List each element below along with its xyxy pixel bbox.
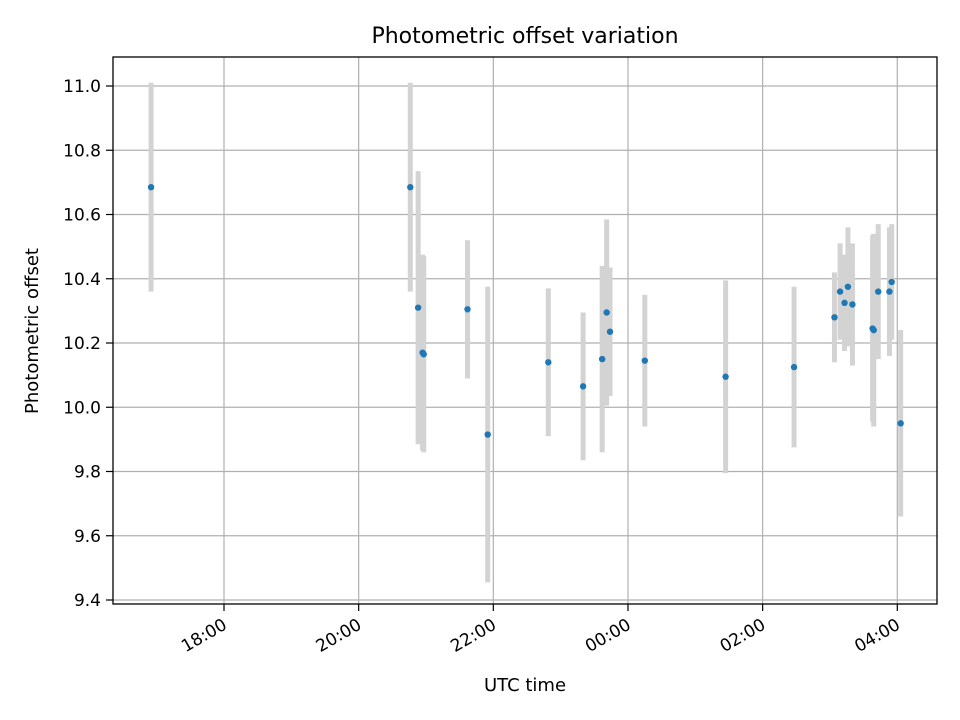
x-axis-label: UTC time: [484, 675, 566, 696]
data-point: [897, 420, 904, 427]
y-tick-label: 9.6: [74, 527, 101, 547]
data-point: [464, 306, 471, 313]
data-point: [641, 357, 649, 364]
data-point: [147, 183, 155, 191]
data-point: [870, 326, 877, 334]
data-point: [836, 288, 844, 295]
y-tick-label: 10.0: [63, 398, 101, 418]
data-point: [407, 183, 414, 191]
data-point: [886, 288, 893, 295]
y-tick-label: 10.4: [63, 270, 101, 290]
data-points: [147, 183, 904, 438]
data-point: [849, 301, 856, 308]
y-tick-label: 11.0: [63, 77, 101, 97]
data-point: [579, 383, 587, 390]
y-tick-label: 9.4: [74, 591, 101, 611]
chart-title: Photometric offset variation: [371, 24, 678, 49]
data-point: [420, 351, 427, 358]
y-tick-label: 10.6: [63, 206, 101, 226]
data-point: [414, 304, 422, 311]
data-point: [875, 288, 882, 295]
y-tick-label: 10.2: [63, 334, 101, 354]
data-point: [831, 314, 838, 321]
data-point: [844, 283, 852, 290]
y-tick-label: 10.8: [63, 141, 101, 161]
y-tick-label: 9.8: [74, 463, 101, 483]
grid: [113, 57, 937, 604]
y-axis: 9.4 9.6 9.8 10.0 10.2 10.4 10.6 10.8 11.0: [63, 77, 113, 611]
data-point: [722, 373, 729, 380]
data-point: [484, 431, 491, 438]
plot-frame: [112, 56, 938, 605]
y-axis-label: Photometric offset: [22, 248, 43, 414]
data-point: [545, 359, 552, 366]
data-point: [598, 355, 606, 363]
data-point: [841, 299, 848, 307]
data-point: [606, 328, 614, 335]
data-point: [790, 363, 798, 371]
data-point: [888, 278, 895, 286]
data-point: [603, 309, 610, 316]
